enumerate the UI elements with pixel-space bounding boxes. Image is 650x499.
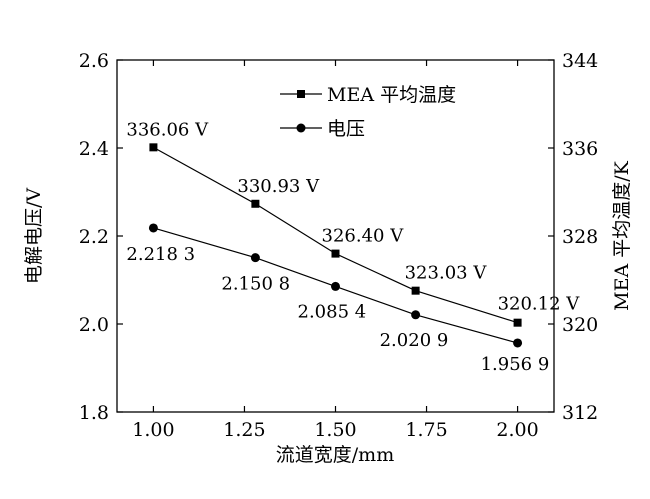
x-axis-title: 流道宽度/mm bbox=[276, 444, 394, 466]
data-point-circle bbox=[411, 310, 421, 320]
data-label: 2.150 8 bbox=[221, 274, 290, 295]
x-tick-label: 1.00 bbox=[132, 419, 174, 441]
x-tick-label: 1.50 bbox=[314, 419, 356, 441]
y-tick-label-left: 2.4 bbox=[79, 138, 109, 160]
y-tick-label-right: 344 bbox=[562, 50, 598, 72]
y-tick-label-right: 320 bbox=[562, 314, 598, 336]
y-tick-label-left: 1.8 bbox=[79, 402, 109, 424]
y-axis-title-left: 电解电压/V bbox=[23, 188, 45, 284]
data-label: 326.40 V bbox=[322, 226, 405, 247]
data-label: 320.12 V bbox=[498, 294, 581, 315]
legend-label: MEA 平均温度 bbox=[327, 84, 456, 106]
data-point-square bbox=[411, 286, 420, 295]
data-point-circle bbox=[513, 338, 523, 348]
data-point-square bbox=[251, 199, 260, 208]
data-label: 330.93 V bbox=[237, 176, 320, 197]
legend-marker-circle bbox=[296, 123, 306, 133]
data-label: 1.956 9 bbox=[481, 354, 550, 375]
x-tick-label: 1.75 bbox=[405, 419, 447, 441]
data-point-circle bbox=[148, 223, 158, 233]
data-label: 2.020 9 bbox=[380, 330, 449, 351]
x-tick-label: 1.25 bbox=[223, 419, 265, 441]
y-tick-label-right: 336 bbox=[562, 138, 598, 160]
data-point-circle bbox=[331, 281, 340, 291]
y-tick-label-right: 328 bbox=[562, 226, 598, 248]
data-point-square bbox=[149, 143, 158, 152]
data-point-circle bbox=[250, 253, 260, 263]
legend-marker-square bbox=[297, 90, 305, 98]
data-point-square bbox=[331, 249, 340, 258]
y-tick-label-left: 2.6 bbox=[79, 50, 109, 72]
legend-label: 电压 bbox=[327, 118, 365, 140]
data-point-square bbox=[513, 318, 522, 327]
data-label: 336.06 V bbox=[126, 119, 209, 140]
y-tick-label-left: 2.0 bbox=[79, 314, 109, 336]
data-label: 2.085 4 bbox=[298, 301, 367, 322]
data-label: 323.03 V bbox=[405, 263, 488, 284]
y-tick-label-left: 2.2 bbox=[79, 226, 109, 248]
y-tick-label-right: 312 bbox=[562, 402, 598, 424]
y-axis-title-right: MEA 平均温度/K bbox=[611, 160, 633, 310]
data-label: 2.218 3 bbox=[126, 244, 195, 265]
x-tick-label: 2.00 bbox=[496, 419, 538, 441]
